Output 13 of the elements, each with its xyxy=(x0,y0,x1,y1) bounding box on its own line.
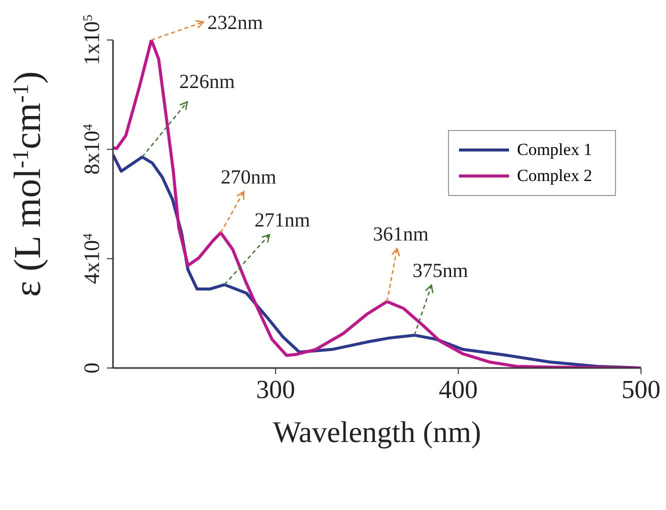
legend-label: Complex 2 xyxy=(517,166,592,186)
annotation: 361nm xyxy=(373,224,430,246)
x-tick-label: 500 xyxy=(622,375,660,404)
x-axis-title: Wavelength (nm) xyxy=(272,416,482,449)
x-tick-label: 300 xyxy=(256,375,296,404)
x-tick-label: 400 xyxy=(438,375,478,404)
annotation: 375nm xyxy=(412,260,468,282)
annotation: 271nm xyxy=(254,210,310,232)
annotation: 226nm xyxy=(179,70,236,93)
legend-label: Complex 1 xyxy=(517,140,592,160)
y-tick-label: 0 xyxy=(79,362,104,374)
annotation: 270nm xyxy=(220,166,277,189)
annotation: 232nm xyxy=(207,12,264,34)
